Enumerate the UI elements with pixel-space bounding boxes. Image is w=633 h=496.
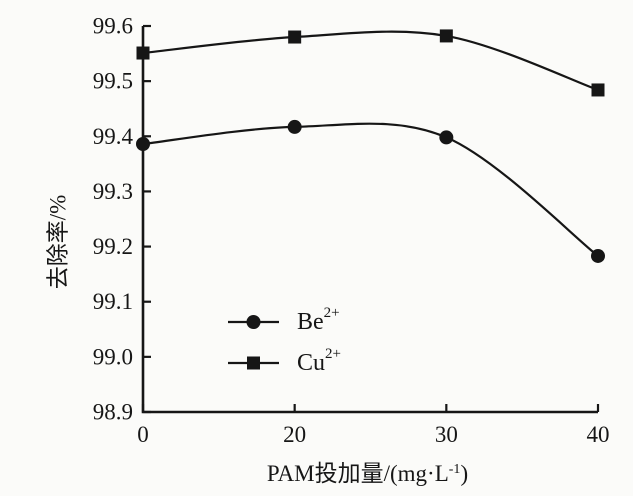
data-point-marker-cu	[288, 30, 302, 44]
data-point-marker-be	[287, 119, 302, 134]
data-point-marker-be	[591, 248, 605, 263]
y-axis-title: 去除率/%	[46, 195, 71, 290]
x-axis-tick-label: 40	[587, 422, 610, 447]
legend-marker-cu	[247, 356, 260, 370]
y-axis-tick-label: 99.1	[93, 289, 133, 314]
series-line-cu	[142, 30, 599, 92]
x-axis-tick-label: 20	[283, 422, 306, 447]
series-line-be	[142, 122, 599, 257]
y-axis-tick-label: 99.4	[93, 124, 134, 149]
axes-frame	[141, 26, 598, 414]
y-axis-tick-label: 98.9	[93, 400, 133, 425]
y-axis-tick-label: 99.0	[93, 344, 133, 369]
data-point-marker-cu	[439, 29, 453, 43]
x-axis-title: PAM投加量/(mg·L-1)	[267, 461, 468, 486]
plot-area: 98.9 99.0 99.1 99.2 99.3 99.4 99.5 99.6 0 20 30 40 B…	[93, 14, 610, 487]
y-axis-tick-label: 99.5	[93, 69, 133, 94]
data-point-marker-cu	[591, 83, 605, 97]
data-point-marker-be	[136, 137, 150, 152]
data-point-marker-cu	[136, 46, 150, 60]
legend-label-cu: Cu2+	[297, 346, 341, 376]
x-axis-tick-label: 0	[137, 422, 149, 447]
y-axis-tick-label: 99.2	[93, 234, 133, 259]
legend-label-be: Be2+	[297, 305, 340, 335]
x-axis-tick-label: 30	[435, 422, 458, 447]
data-point-marker-be	[439, 130, 454, 145]
legend-marker-be	[246, 315, 261, 329]
y-axis-tick-label: 99.3	[93, 179, 133, 204]
y-axis-tick-label: 99.6	[93, 14, 133, 39]
